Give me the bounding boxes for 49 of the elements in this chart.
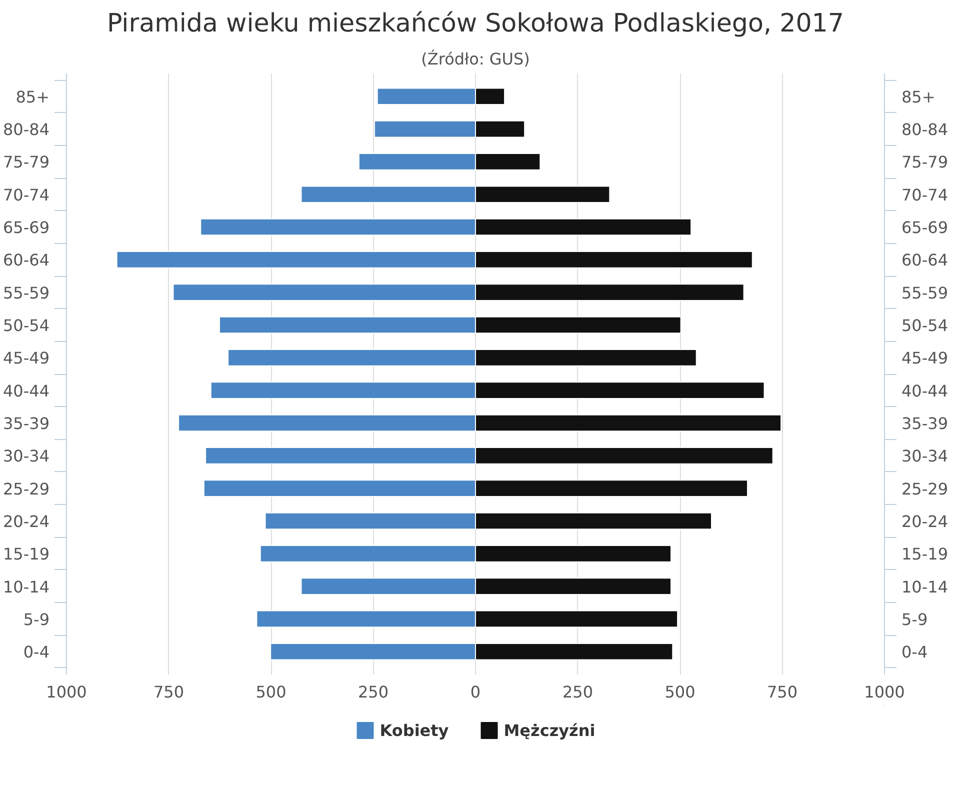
x-tick-label: 0	[470, 682, 481, 702]
category-label: 25-29	[3, 479, 50, 498]
category-label: 55-59	[3, 283, 50, 302]
x-tick-label: 1000	[864, 682, 905, 702]
y-tick-label: 5-9	[902, 610, 928, 629]
category-label: 40-44	[3, 381, 50, 400]
category-label: 75-79	[3, 152, 50, 172]
category-label: 10-14	[3, 577, 50, 596]
category-label: 15-19	[3, 544, 50, 564]
y-tick-label: 20-24	[902, 512, 948, 531]
category-label: 45-49	[3, 348, 50, 368]
y-tick-label: 55-59	[902, 283, 948, 302]
category-label: 80-84	[3, 120, 50, 140]
y-tick-label: 0-4	[902, 642, 928, 662]
y-tick-label: 30-34	[902, 446, 948, 466]
y-tick-label: 50-54	[902, 316, 948, 336]
y-tick-label: 10-14	[902, 577, 948, 596]
y-tick-label: 75-79	[902, 152, 948, 172]
category-label: 0-4	[23, 642, 50, 662]
category-label: 60-64	[3, 250, 50, 270]
y-tick-label: 35-39	[902, 414, 948, 433]
category-label: 5-9	[23, 610, 50, 629]
category-label: 35-39	[3, 414, 50, 433]
y-tick-label: 15-19	[902, 544, 948, 564]
legend-label: Mężczyźni	[504, 720, 596, 740]
y-tick-label: 45-49	[902, 348, 948, 368]
x-tick-label: 750	[153, 682, 184, 702]
chart-title: Piramida wieku mieszkańców Sokołowa Podlaskiego, 2017	[106, 8, 844, 38]
y-tick-label: 25-29	[902, 479, 948, 498]
category-label: 65-69	[3, 218, 50, 238]
x-tick-label: 250	[358, 682, 389, 702]
category-label: 20-24	[3, 512, 50, 531]
chart-subtitle: (Źródło: GUS)	[421, 50, 530, 68]
y-tick-label: 80-84	[902, 120, 948, 140]
category-label: 85+	[16, 87, 50, 106]
x-tick-label: 250	[562, 682, 594, 702]
legend-label: Kobiety	[380, 720, 449, 740]
x-tick-label: 750	[766, 682, 798, 702]
category-label: 70-74	[3, 185, 50, 204]
y-tick-label: 40-44	[902, 381, 948, 400]
y-tick-label: 65-69	[902, 218, 948, 238]
y-tick-label: 60-64	[902, 250, 948, 270]
x-tick-label: 500	[256, 682, 286, 702]
category-label: 50-54	[3, 316, 50, 336]
category-label: 30-34	[3, 446, 50, 466]
y-tick-label: 85+	[902, 87, 936, 106]
x-tick-label: 1000	[46, 682, 87, 702]
y-tick-label: 70-74	[902, 185, 948, 204]
x-tick-label: 500	[664, 682, 696, 702]
